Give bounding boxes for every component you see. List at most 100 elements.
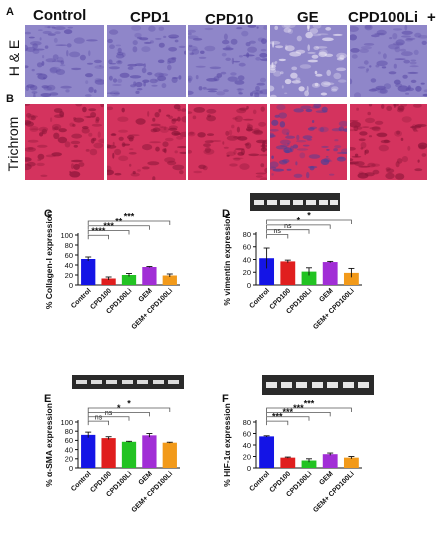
category-label: GEM: [318, 470, 334, 486]
significance-bracket: [266, 229, 310, 234]
y-tick-label: 60: [65, 251, 73, 260]
y-tick-label: 40: [243, 441, 251, 450]
significance-label: ns: [273, 228, 281, 235]
significance-bracket: [87, 234, 109, 240]
y-axis-label: % vimentin expression: [222, 213, 232, 305]
y-tick-label: 40: [65, 445, 73, 454]
y-tick-label: 100: [60, 231, 73, 240]
blot-strip-vimentin: [250, 193, 340, 211]
y-tick-label: 80: [243, 230, 251, 239]
y-axis-label: % α-SMA expression: [44, 403, 54, 487]
significance-bracket: [266, 219, 352, 224]
y-tick-label: 80: [243, 418, 251, 427]
trichrome-micrograph-1: [25, 104, 104, 180]
category-label: GEM+ CPD100Li: [131, 287, 175, 331]
he-micrograph-1: [25, 25, 104, 97]
significance-bracket: [266, 234, 289, 239]
category-label: GEM: [318, 287, 334, 303]
trichrome-micrograph-5: [350, 104, 427, 180]
trichrome-micrograph-3: [188, 104, 267, 180]
y-tick-label: 0: [69, 464, 73, 473]
panel-letter-b: B: [6, 93, 14, 105]
bar-5: [162, 442, 177, 468]
significance-label: ***: [124, 212, 135, 222]
row-label-he: H & E: [6, 39, 22, 77]
significance-label: *: [127, 399, 131, 409]
bar-3: [301, 460, 317, 468]
blot-strip-hif1a: [262, 375, 374, 395]
bar-3: [121, 275, 137, 285]
significance-bracket: [87, 225, 150, 230]
column-header-cpd1: CPD1: [130, 9, 171, 26]
bar-5: [343, 272, 359, 285]
bar-3: [301, 271, 317, 285]
category-label: GEM: [138, 287, 154, 303]
he-micrograph-2: [107, 25, 186, 97]
he-micrograph-5: [350, 25, 427, 97]
y-tick-label: 60: [243, 429, 251, 438]
bar-3: [121, 441, 137, 468]
bar-5: [343, 457, 359, 468]
panel-letter-c: C: [44, 208, 52, 220]
category-label: GEM+ CPD100Li: [131, 470, 175, 514]
bar-2: [101, 438, 116, 468]
bar-2: [101, 278, 116, 285]
blot-strip-alpha-sma: [72, 375, 184, 389]
significance-bracket: [87, 407, 171, 412]
bar-4: [142, 435, 157, 468]
y-tick-label: 100: [60, 418, 73, 427]
significance-bracket: [87, 411, 150, 417]
significance-bracket: [87, 416, 130, 421]
y-tick-label: 0: [247, 464, 251, 473]
bar-4: [322, 262, 338, 285]
chart-vimentin: D% vimentin expression 020406080ControlCP…: [222, 208, 362, 331]
category-label: GEM+ CPD100Li: [312, 287, 356, 331]
bar-4: [322, 454, 338, 468]
significance-bracket: [266, 224, 331, 229]
chart-collagen-i: C% Collagen-I expression 020406080100Cont…: [44, 208, 180, 331]
panel-letter-f: F: [222, 393, 229, 405]
y-tick-label: 80: [65, 241, 73, 250]
y-tick-label: 60: [65, 436, 73, 445]
column-header-plus: +: [427, 9, 436, 26]
y-tick-label: 40: [65, 261, 73, 270]
significance-label: ***: [304, 399, 315, 409]
bar-1: [81, 259, 96, 285]
y-tick-label: 40: [243, 255, 251, 264]
significance-bracket: [87, 420, 109, 426]
y-tick-label: 20: [243, 268, 251, 277]
y-tick-label: 20: [243, 452, 251, 461]
significance-label: ns: [95, 415, 103, 422]
column-header-control: Control: [33, 7, 87, 24]
significance-label: *: [307, 211, 311, 221]
y-axis-label: % Collagen-I expression: [44, 211, 54, 309]
y-axis-label: % HIF-1α expression: [222, 403, 232, 487]
trichrome-micrograph-4: [270, 104, 347, 180]
bar-5: [162, 275, 177, 285]
panel-letter-e: E: [44, 393, 51, 405]
panel-letter-d: D: [222, 208, 230, 220]
y-tick-label: 60: [243, 243, 251, 252]
row-label-trichrome: Trichrom: [5, 116, 21, 172]
y-tick-label: 80: [65, 427, 73, 436]
column-header-cpd10: CPD10: [205, 11, 254, 28]
chart-alpha-sma: E% α-SMA expression 020406080100ControlCP…: [44, 393, 180, 514]
significance-bracket: [87, 230, 130, 235]
he-micrograph-4: [270, 25, 347, 97]
y-tick-label: 0: [247, 281, 251, 290]
bar-2: [280, 261, 296, 285]
bar-1: [259, 436, 275, 468]
bar-2: [280, 457, 296, 468]
significance-bracket: [266, 407, 352, 412]
y-tick-label: 0: [69, 281, 73, 290]
he-micrograph-3: [188, 25, 267, 97]
y-tick-label: 20: [65, 455, 73, 464]
significance-bracket: [266, 411, 331, 417]
significance-bracket: [266, 416, 310, 421]
bar-4: [142, 267, 157, 285]
y-tick-label: 20: [65, 271, 73, 280]
bar-1: [259, 258, 275, 285]
trichrome-micrograph-2: [107, 104, 186, 180]
panel-letter-a: A: [6, 6, 14, 18]
chart-hif1a: F% HIF-1α expression 020406080ControlCPD1…: [222, 393, 362, 514]
